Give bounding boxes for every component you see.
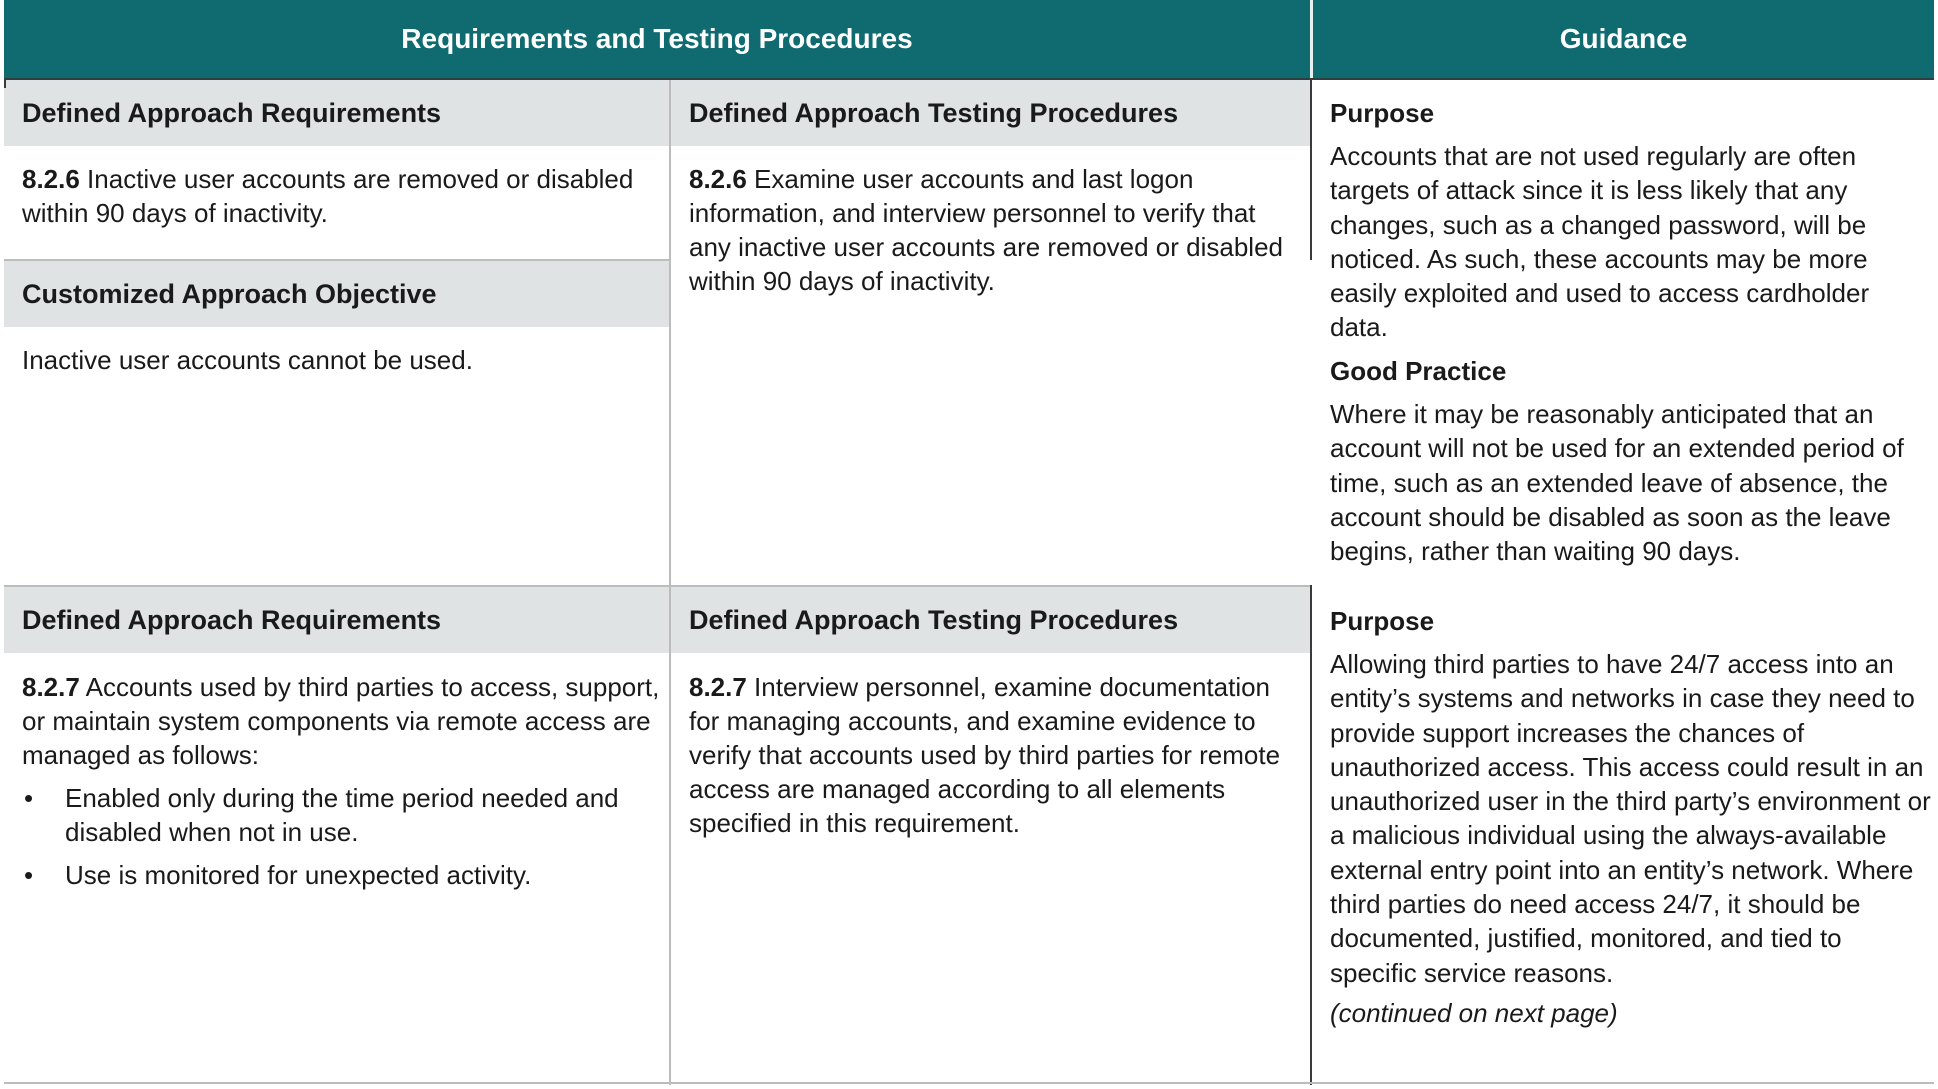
column-divider-2-top: [1310, 80, 1312, 260]
row1-good-practice-text: Where it may be reasonably anticipated t…: [1330, 399, 1904, 567]
row1-req-body: Inactive user accounts are removed or di…: [22, 164, 634, 228]
row2-requirement-text: 8.2.7 Accounts used by third parties to …: [22, 670, 662, 772]
row1-section-rule: [4, 259, 669, 261]
row1-req-heading: Defined Approach Requirements: [4, 80, 669, 146]
row2-test-number: 8.2.7: [689, 672, 747, 702]
guidance-header: Guidance: [1313, 0, 1934, 78]
row1-test-body: Examine user accounts and last logon inf…: [689, 164, 1283, 296]
bullet-icon: •: [24, 783, 34, 813]
column-divider-1: [669, 80, 671, 1085]
row1-custom-heading: Customized Approach Objective: [4, 261, 669, 327]
row-divider: [4, 585, 1310, 587]
column-divider-2-bottom: [1310, 585, 1312, 1085]
continued-note: (continued on next page): [1330, 998, 1618, 1028]
row2-req-heading: Defined Approach Requirements: [4, 587, 669, 653]
table-bottom-rule: [4, 1082, 1934, 1084]
row2-req-body: Accounts used by third parties to access…: [22, 672, 660, 770]
row2-purpose-text: Allowing third parties to have 24/7 acce…: [1330, 649, 1931, 988]
requirements-header: Requirements and Testing Procedures: [4, 0, 1310, 78]
row2-requirement-bullets: • Enabled only during the time period nee…: [22, 781, 662, 901]
corner-tick: [4, 78, 6, 88]
row2-test-body: Interview personnel, examine documentati…: [689, 672, 1281, 838]
row1-test-number: 8.2.6: [689, 164, 747, 194]
row1-purpose-title: Purpose: [1330, 98, 1435, 128]
list-item: • Enabled only during the time period nee…: [24, 783, 619, 847]
row1-good-practice-title: Good Practice: [1330, 356, 1507, 386]
row2-test-heading: Defined Approach Testing Procedures: [671, 587, 1310, 653]
row1-test-heading: Defined Approach Testing Procedures: [671, 80, 1310, 146]
bullet-icon: •: [24, 860, 34, 890]
row1-purpose-text: Accounts that are not used regularly are…: [1330, 141, 1870, 343]
header-rule: [4, 78, 1934, 80]
row1-custom-text: Inactive user accounts cannot be used.: [22, 345, 473, 375]
row1-requirement-text: 8.2.6 Inactive user accounts are removed…: [22, 162, 642, 230]
row2-purpose-title: Purpose: [1330, 606, 1435, 636]
row1-testing-text: 8.2.6 Examine user accounts and last log…: [689, 162, 1294, 298]
requirements-table: Requirements and Testing Procedures Guid…: [4, 0, 1934, 1085]
row2-testing-text: 8.2.7 Interview personnel, examine docum…: [689, 670, 1299, 840]
list-item: • Use is monitored for unexpected activit…: [24, 860, 532, 890]
row1-req-number: 8.2.6: [22, 164, 80, 194]
header-divider: [1310, 0, 1313, 78]
row2-req-number: 8.2.7: [22, 672, 80, 702]
